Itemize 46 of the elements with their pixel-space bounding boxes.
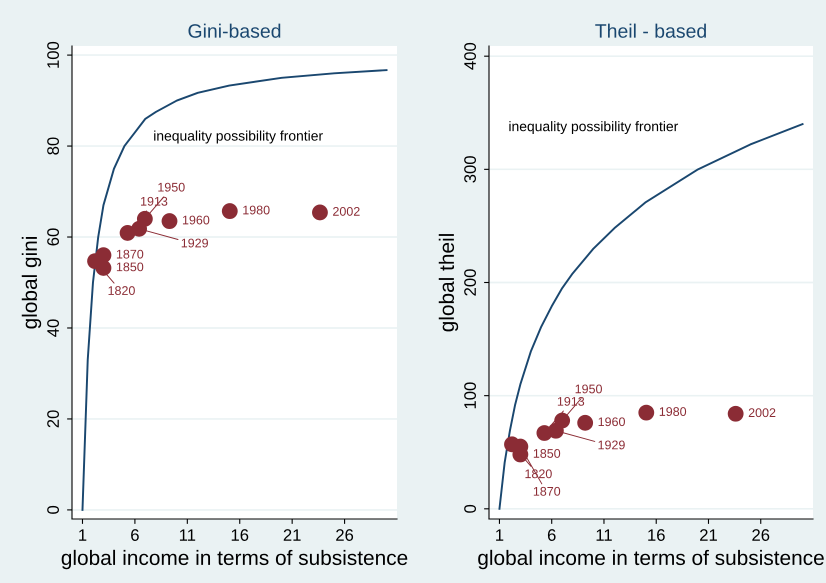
y-tick-label: 100: [464, 382, 476, 408]
x-tick-label: 26: [336, 529, 354, 541]
x-tick-label: 26: [752, 529, 770, 541]
y-tick-label: 0: [47, 506, 59, 514]
y-tick-label: 100: [47, 42, 59, 68]
chart-title: Gini-based: [188, 24, 280, 38]
annotation: 2002: [333, 206, 360, 216]
annotation: 2002: [748, 408, 776, 418]
x-tick-label: 6: [131, 529, 139, 541]
annotation: 1850: [534, 449, 560, 458]
annotation: 1960: [182, 216, 210, 224]
chart-title: Theil - based: [595, 24, 706, 38]
y-tick-label: 200: [464, 269, 476, 296]
x-axis-title: global income in terms of subsistence: [62, 550, 408, 570]
x-tick-label: 1: [496, 529, 504, 541]
annotation: 1929: [182, 238, 208, 248]
x-tick-label: 16: [232, 529, 248, 541]
y-tick-label: 60: [47, 228, 59, 246]
annotation: 1870: [534, 486, 560, 496]
annotation: 1950: [158, 182, 185, 192]
x-tick-label: 16: [648, 529, 665, 541]
annotation: 1950: [576, 384, 602, 394]
y-tick-label: 40: [47, 319, 59, 337]
x-tick-label: 11: [180, 529, 196, 541]
y-tick-label: 400: [464, 42, 476, 70]
x-tick-label: 6: [548, 529, 556, 541]
annotation: 1850: [116, 262, 144, 272]
y-tick-label: 0: [464, 504, 476, 513]
annotation: 1960: [598, 417, 625, 426]
x-axis-title: global income in terms of subsistence: [478, 550, 824, 570]
x-tick-label: 1: [79, 529, 86, 541]
text: inequality possibility frontier: [509, 121, 678, 134]
annotation: 1980: [243, 206, 270, 214]
annotation: 1820: [108, 286, 135, 296]
y-tick-label: 80: [47, 137, 59, 155]
x-tick-label: 11: [596, 529, 612, 541]
y-axis-title: global theil: [438, 234, 458, 332]
x-tick-label: 21: [284, 529, 301, 541]
annotation: 1870: [116, 250, 144, 259]
y-axis-title: global gini: [22, 236, 42, 329]
y-tick-label: 20: [47, 410, 59, 428]
y-tick-label: 300: [464, 156, 476, 183]
annotation: 1929: [598, 440, 625, 450]
x-tick-label: 21: [700, 529, 717, 541]
annotation: 1980: [660, 407, 686, 416]
series-label: inequality possibility frontier: [154, 130, 323, 144]
